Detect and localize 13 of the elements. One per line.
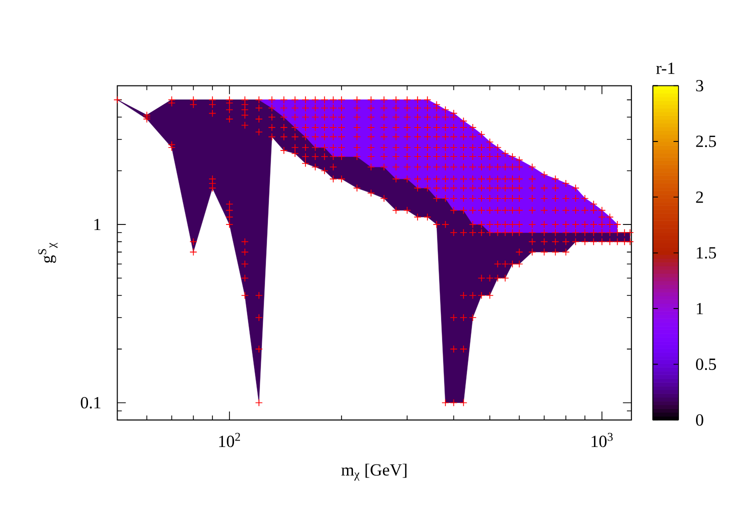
x-tick-label: 10$^{2}$ — [219, 432, 240, 448]
color-bar-label: 3 — [696, 80, 704, 92]
y-axis-title: g$^{S}$χ — [38, 242, 58, 263]
y-tick-label: 0.1 — [80, 396, 100, 408]
color-bar-title: r-1 — [656, 62, 674, 74]
x-tick-label: 10$^{3}$ — [592, 432, 613, 448]
color-bar-label: 0 — [696, 414, 704, 426]
color-bar-label: 1 — [696, 302, 703, 314]
x-axis-title: m$_{χ}$ [GeV] — [341, 464, 406, 481]
color-bar-label: 2 — [696, 192, 703, 203]
color-bar-label: 2.5 — [696, 136, 716, 148]
color-bar-label: 0.5 — [696, 358, 716, 370]
color-bar-label: 1.5 — [696, 247, 716, 259]
